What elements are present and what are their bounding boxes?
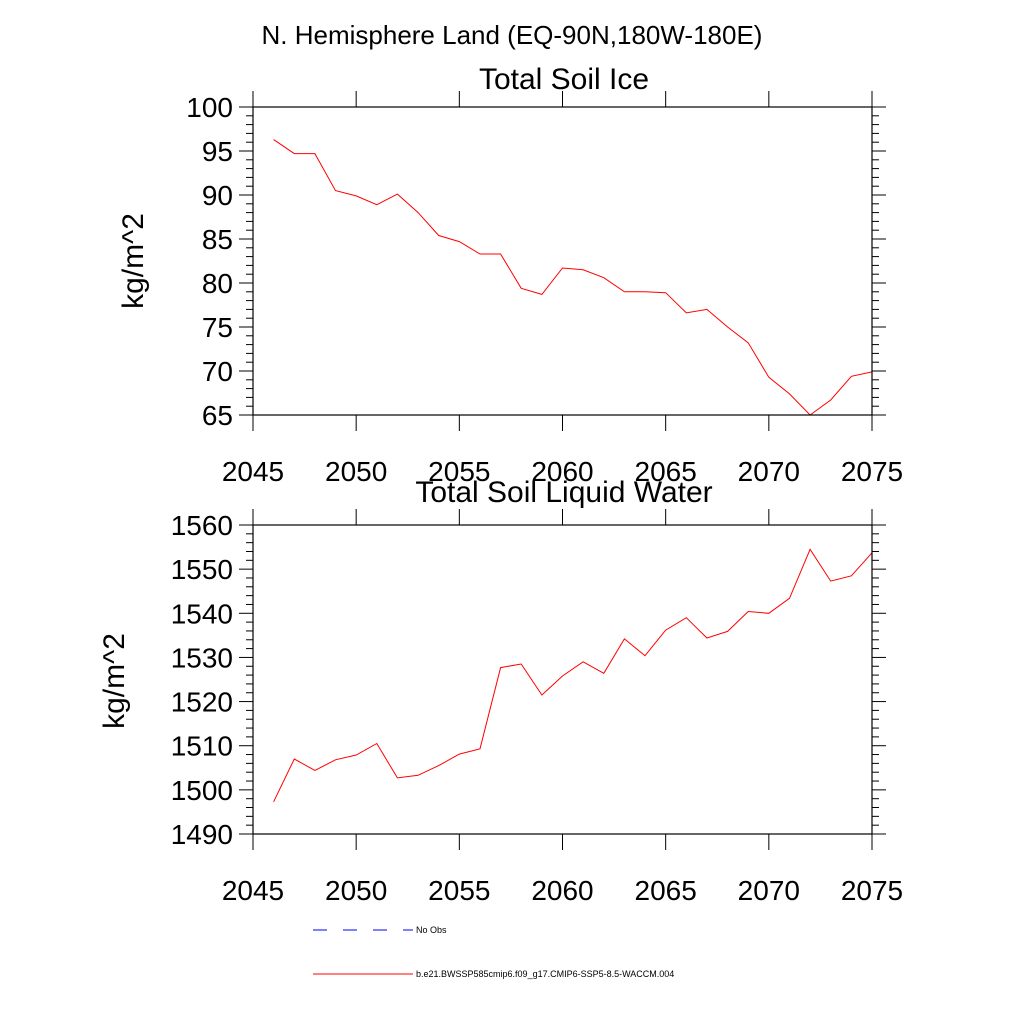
x-tick-label: 2070	[738, 456, 800, 487]
x-tick-label: 2050	[325, 875, 387, 906]
y-tick-label: 1500	[171, 775, 233, 806]
x-tick-label: 2050	[325, 456, 387, 487]
y-axis-label: kg/m^2	[117, 213, 150, 309]
legend-label-model: b.e21.BWSSP585cmip6.f09_g17.CMIP6-SSP5-8…	[416, 969, 674, 979]
y-tick-label: 1520	[171, 687, 233, 718]
plot-frame	[252, 106, 873, 416]
y-tick-label: 90	[202, 180, 233, 211]
y-tick-label: 75	[202, 312, 233, 343]
x-tick-label: 2060	[531, 456, 593, 487]
x-tick-label: 2060	[531, 875, 593, 906]
y-tick-label: 1560	[171, 510, 233, 541]
legend-label-no-obs: No Obs	[416, 925, 447, 935]
x-tick-label: 2070	[738, 875, 800, 906]
y-tick-label: 1540	[171, 598, 233, 629]
panel-total-soil-ice: Total Soil Ice kg/m^2 65 70 75 80 85 90 95 100 2…	[117, 63, 903, 487]
y-axis-label: kg/m^2	[98, 633, 131, 729]
plot-frame	[252, 524, 873, 835]
x-tick-label: 2045	[222, 456, 284, 487]
x-tick-label: 2065	[635, 456, 697, 487]
x-tick-label: 2075	[841, 875, 903, 906]
x-tick-label: 2065	[635, 875, 697, 906]
y-tick-label: 80	[202, 268, 233, 299]
panel-title: Total Soil Ice	[479, 63, 649, 96]
y-tick-label: 100	[186, 92, 233, 123]
y-tick-label: 95	[202, 136, 233, 167]
y-tick-label: 1550	[171, 554, 233, 585]
panel-total-soil-liquid-water: Total Soil Liquid Water kg/m^2 149015001…	[98, 476, 903, 906]
y-tick-label: 1530	[171, 642, 233, 673]
tick-layer: 65 70 75 80 85 90 95 100 2045 2050 2055 2060 2065 207…	[186, 91, 903, 487]
x-tick-label: 2045	[222, 875, 284, 906]
y-tick-label: 65	[202, 400, 233, 431]
y-tick-label: 70	[202, 356, 233, 387]
x-tick-label: 2055	[428, 456, 490, 487]
x-tick-label: 2055	[428, 875, 490, 906]
series-line	[273, 139, 873, 416]
x-tick-label: 2075	[841, 456, 903, 487]
y-tick-label: 1490	[171, 819, 233, 850]
series-line	[273, 548, 873, 803]
legend: No Obs b.e21.BWSSP585cmip6.f09_g17.CMIP6…	[313, 925, 674, 979]
figure-title: N. Hemisphere Land (EQ-90N,180W-180E)	[262, 20, 763, 50]
tick-layer: 1490 1500 1510 1520 1530 1540 1550 1560 2045 2050…	[171, 509, 903, 906]
panel-title: Total Soil Liquid Water	[415, 476, 712, 509]
y-tick-label: 1510	[171, 731, 233, 762]
y-tick-label: 85	[202, 224, 233, 255]
